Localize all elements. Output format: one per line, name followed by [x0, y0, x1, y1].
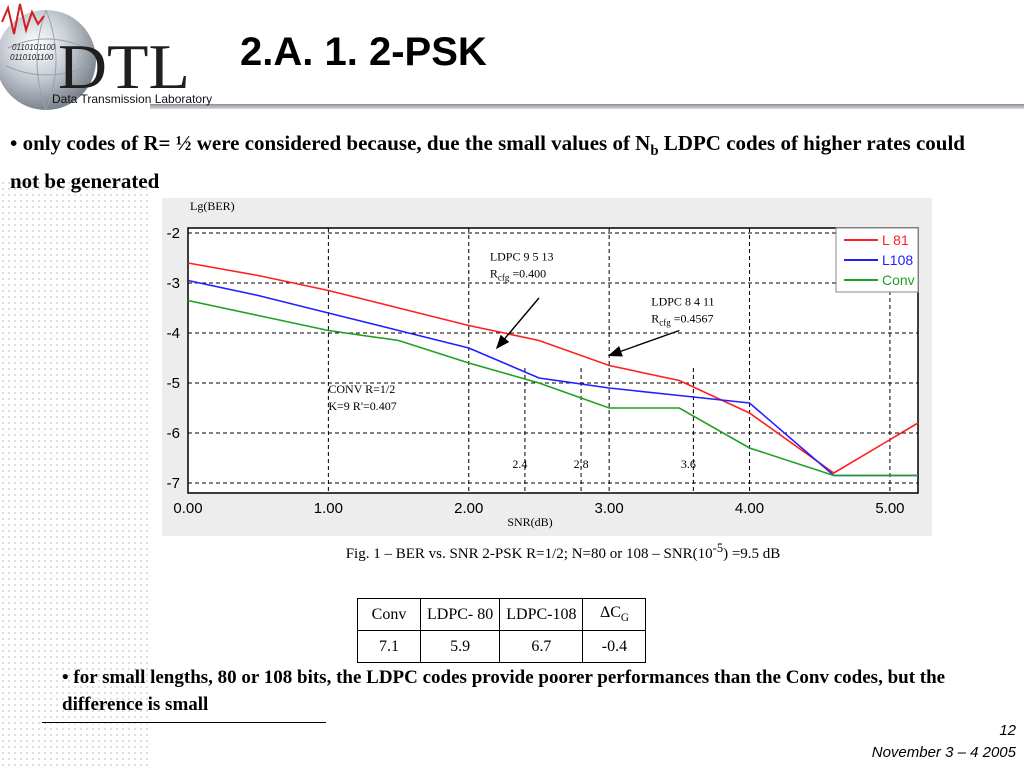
- ber-chart: 0.00 1.00 2.00 3.00 4.00 5.00 -2 -3 -4 -5 -6 -7 2.4…: [162, 198, 932, 536]
- table-row: 7.1 5.9 6.7 -0.4: [357, 630, 647, 663]
- delta-c-subscript: G: [620, 612, 629, 625]
- series-line-conv: [187, 299, 918, 477]
- y-tick-label: -6: [167, 425, 180, 442]
- y-tick-label: -3: [167, 275, 180, 292]
- legend-label: Conv: [882, 272, 915, 288]
- logo-binary-1: 0110101100: [12, 43, 56, 52]
- table-header-cell: LDPC- 80: [419, 598, 501, 631]
- caption-part1: Fig. 1 – BER vs. SNR 2-PSK R=1/2; N=80 o…: [345, 546, 713, 562]
- x-tick-label: 4.00: [735, 500, 764, 517]
- page-number: 12: [999, 722, 1016, 739]
- annotation-text: K=9 R'=0.407: [328, 399, 396, 413]
- table-header-cell: LDPC-108: [499, 598, 584, 631]
- background-dot-pattern: [0, 180, 150, 768]
- annotation-text: LDPC 8 4 11: [651, 295, 714, 309]
- x-axis-label: SNR(dB): [507, 515, 552, 529]
- annotation-arrow: [495, 297, 540, 350]
- table-cell: 7.1: [357, 630, 421, 663]
- annotation-text: CONV R=1/2: [328, 382, 395, 396]
- annotation-arrow: [607, 329, 680, 357]
- y-tick-label: -4: [167, 325, 180, 342]
- y-tick-label: -7: [167, 475, 180, 492]
- header-rule: [150, 104, 1024, 109]
- snr-marker-label: 3.6: [681, 457, 696, 471]
- y-tick-label: -2: [167, 225, 180, 242]
- logo-subtitle: Data Transmission Laboratory: [52, 92, 212, 106]
- bullet-rate-note-part1: • only codes of R= ½ were considered bec…: [10, 131, 651, 155]
- series-line-l81: [187, 262, 919, 474]
- logo-binary-2: 0110101100: [10, 53, 54, 62]
- x-tick-label: 1.00: [314, 500, 343, 517]
- legend-label: L108: [882, 252, 913, 268]
- footer-rule: [42, 722, 326, 723]
- table-cell: -0.4: [582, 630, 647, 663]
- bullet-rate-note-part2: LDPC codes of higher rates could not be …: [10, 131, 965, 194]
- x-tick-label: 2.00: [454, 500, 483, 517]
- legend-label: L 81: [882, 232, 909, 248]
- logo-text: DTL: [58, 31, 190, 102]
- series-line-l108: [187, 279, 918, 477]
- bullet-conclusion: • for small lengths, 80 or 108 bits, the…: [62, 667, 946, 715]
- y-axis-label: Lg(BER): [190, 199, 235, 213]
- figure-caption: Fig. 1 – BER vs. SNR 2-PSK R=1/2; N=80 o…: [272, 538, 854, 566]
- annotation-subscript: cfg: [659, 318, 671, 328]
- bullet-rate-note-subscript: b: [650, 143, 659, 160]
- snr-marker-label: 2.8: [574, 457, 589, 471]
- bullet-rate-note: • only codes of R= ½ were considered bec…: [10, 128, 970, 196]
- caption-superscript: -5: [712, 541, 724, 555]
- table-cell: 6.7: [499, 630, 584, 663]
- dtl-logo: DTL 0110101100 0110101100 Data Transmiss…: [0, 3, 212, 111]
- annotation-subscript: cfg: [498, 273, 510, 283]
- annotation-value: =0.400: [509, 267, 546, 281]
- results-table: Conv LDPC- 80 LDPC-108 ΔCG 7.1 5.9 6.7 -…: [357, 598, 647, 663]
- caption-part2: ) =9.5 dB: [723, 546, 781, 562]
- table-cell: 5.9: [419, 630, 501, 663]
- delta-c-label: ΔC: [599, 604, 621, 622]
- snr-marker-label: 2.4: [512, 457, 527, 471]
- annotation-text: LDPC 9 5 13: [490, 250, 554, 264]
- table-header-cell: ΔCG: [582, 598, 647, 631]
- x-tick-label: 0.00: [173, 500, 202, 517]
- footer-date: November 3 – 4 2005: [871, 744, 1016, 761]
- annotation-value: =0.4567: [671, 312, 714, 326]
- x-tick-label: 5.00: [875, 500, 904, 517]
- slide-title: 2.A. 1. 2-PSK: [240, 30, 487, 74]
- table-header-cell: Conv: [357, 598, 421, 631]
- y-tick-label: -5: [167, 375, 180, 392]
- x-tick-label: 3.00: [595, 500, 624, 517]
- table-header-row: Conv LDPC- 80 LDPC-108 ΔCG: [357, 598, 647, 631]
